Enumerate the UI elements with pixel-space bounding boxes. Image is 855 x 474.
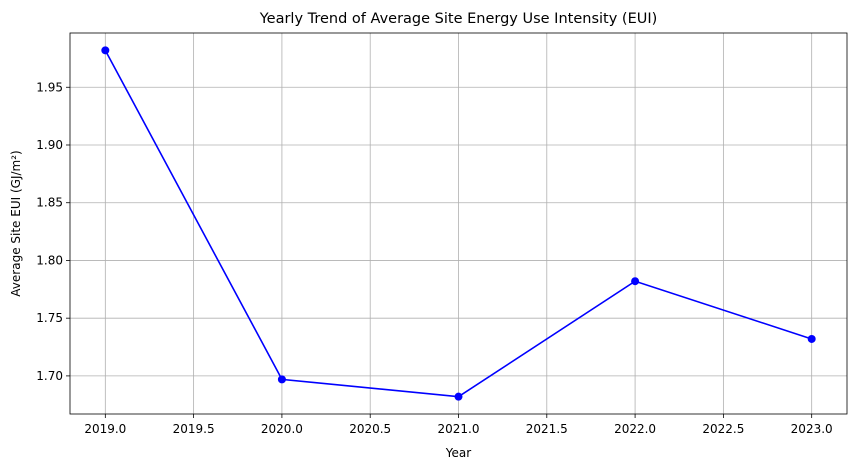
x-tick-label: 2022.0 [614, 422, 656, 436]
x-tick-label: 2023.0 [791, 422, 833, 436]
ticks: 2019.0 2019.5 2020.0 2020.5 2021.0 2021.5 2022… [36, 80, 832, 436]
data-point [454, 392, 463, 401]
x-axis-label: Year [445, 446, 471, 460]
y-tick-label: 1.85 [36, 196, 63, 210]
data-point [807, 334, 816, 343]
y-tick-label: 1.90 [36, 138, 63, 152]
data-point [631, 277, 640, 286]
y-tick-label: 1.95 [36, 80, 63, 94]
x-tick-label: 2020.0 [261, 422, 303, 436]
y-tick-label: 1.75 [36, 311, 63, 325]
grid [70, 33, 847, 414]
y-tick-label: 1.70 [36, 369, 63, 383]
x-tick-label: 2020.5 [349, 422, 391, 436]
data-point [277, 375, 286, 384]
x-tick-label: 2019.0 [84, 422, 126, 436]
x-tick-label: 2021.0 [438, 422, 480, 436]
data-point [101, 46, 110, 55]
x-tick-label: 2021.5 [526, 422, 568, 436]
y-axis-label: Average Site EUI (GJ/m²) [9, 150, 23, 296]
series-layer [101, 46, 816, 401]
x-tick-label: 2019.5 [173, 422, 215, 436]
chart-title: Yearly Trend of Average Site Energy Use … [259, 11, 658, 27]
y-tick-label: 1.80 [36, 253, 63, 267]
x-tick-label: 2022.5 [702, 422, 744, 436]
